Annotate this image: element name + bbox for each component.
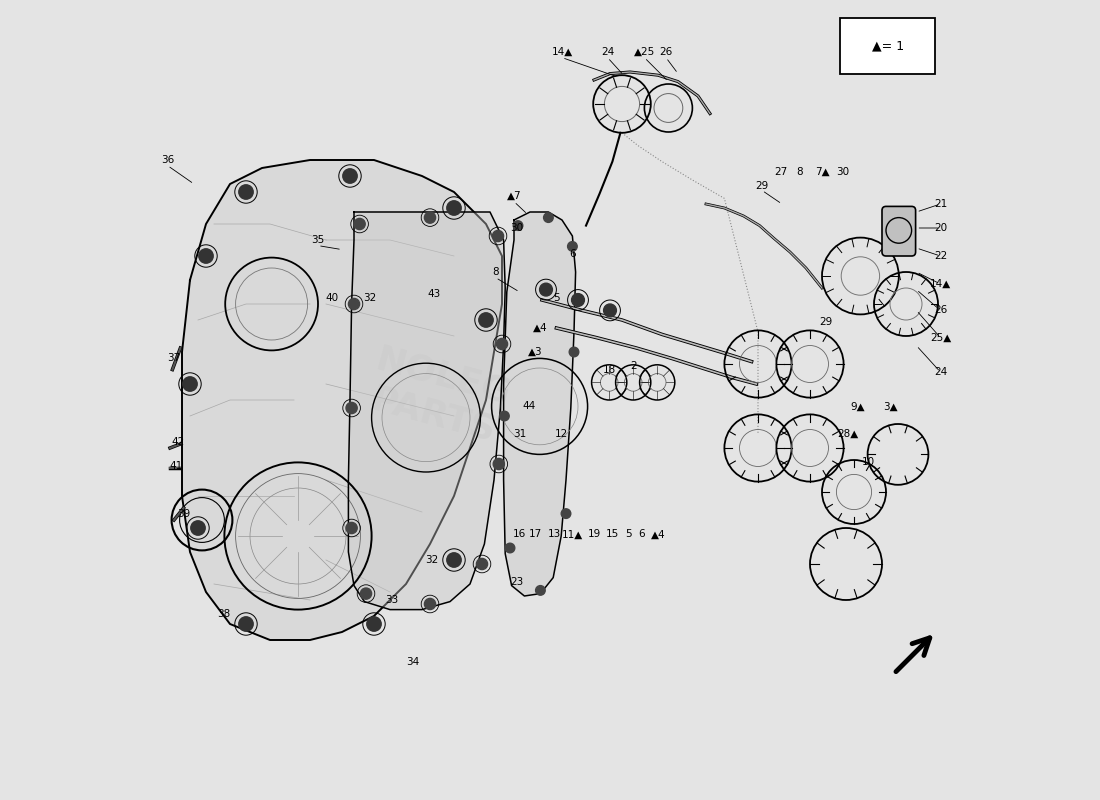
Circle shape <box>536 586 546 595</box>
Text: 32: 32 <box>363 293 376 302</box>
Text: 37: 37 <box>167 354 180 363</box>
Text: 31: 31 <box>513 429 526 438</box>
Text: 10: 10 <box>861 458 875 467</box>
Text: 33: 33 <box>385 595 398 605</box>
Text: 35: 35 <box>311 235 324 245</box>
Circle shape <box>199 249 213 263</box>
Circle shape <box>568 242 578 251</box>
Text: 9▲: 9▲ <box>850 402 866 411</box>
Circle shape <box>476 558 487 570</box>
Circle shape <box>190 521 206 535</box>
Text: 5: 5 <box>553 293 560 302</box>
Text: 19: 19 <box>587 530 601 539</box>
Circle shape <box>572 294 584 306</box>
Text: 21: 21 <box>934 199 947 209</box>
Circle shape <box>499 411 509 421</box>
Circle shape <box>569 347 579 357</box>
Circle shape <box>496 338 507 350</box>
Text: 36: 36 <box>161 155 174 165</box>
Text: 15: 15 <box>606 530 619 539</box>
Text: 30: 30 <box>509 223 522 233</box>
Circle shape <box>346 522 358 534</box>
Text: 40: 40 <box>326 293 339 302</box>
Text: 25▲: 25▲ <box>930 333 952 342</box>
Text: 22: 22 <box>934 251 947 261</box>
Text: 39: 39 <box>177 509 190 518</box>
Circle shape <box>346 402 358 414</box>
Text: 41: 41 <box>169 461 183 470</box>
Text: 27: 27 <box>773 167 786 177</box>
Text: 6: 6 <box>569 250 575 259</box>
Text: 32: 32 <box>425 555 438 565</box>
Text: 29: 29 <box>820 317 833 326</box>
Text: 18: 18 <box>603 365 616 374</box>
Text: 16: 16 <box>513 530 526 539</box>
Circle shape <box>239 185 253 199</box>
Text: 38: 38 <box>217 610 230 619</box>
Text: 6: 6 <box>639 530 646 539</box>
Circle shape <box>425 598 436 610</box>
Text: 2: 2 <box>630 362 637 371</box>
Circle shape <box>425 212 436 223</box>
Text: 29: 29 <box>756 181 769 190</box>
Text: ▲4: ▲4 <box>534 323 548 333</box>
Text: 20: 20 <box>934 223 947 233</box>
Circle shape <box>514 221 522 230</box>
Circle shape <box>447 553 461 567</box>
Text: 26: 26 <box>934 306 947 315</box>
Circle shape <box>447 201 461 215</box>
Circle shape <box>493 230 504 242</box>
Polygon shape <box>504 212 575 596</box>
Text: 44: 44 <box>522 402 536 411</box>
Circle shape <box>478 313 493 327</box>
Circle shape <box>349 298 360 310</box>
FancyBboxPatch shape <box>882 206 915 256</box>
Text: 12: 12 <box>554 429 568 438</box>
Text: ▲25: ▲25 <box>634 47 654 57</box>
Text: 23: 23 <box>509 578 522 587</box>
Text: 8: 8 <box>796 167 803 177</box>
Text: 14▲: 14▲ <box>551 47 573 57</box>
Text: 14▲: 14▲ <box>930 279 952 289</box>
Text: 24: 24 <box>601 47 614 57</box>
Circle shape <box>183 377 197 391</box>
Polygon shape <box>349 212 505 610</box>
Text: 11▲: 11▲ <box>562 530 583 539</box>
Circle shape <box>505 543 515 553</box>
Text: 43: 43 <box>428 290 441 299</box>
Text: 8: 8 <box>493 267 499 277</box>
Circle shape <box>343 169 358 183</box>
Circle shape <box>239 617 253 631</box>
Text: 28▲: 28▲ <box>837 429 858 438</box>
Text: 5: 5 <box>625 530 631 539</box>
Polygon shape <box>182 160 502 640</box>
Text: NOLEG
PARTS: NOLEG PARTS <box>362 342 515 450</box>
Circle shape <box>540 283 552 296</box>
Text: ▲3: ▲3 <box>528 347 543 357</box>
Text: 30: 30 <box>836 167 849 177</box>
Circle shape <box>543 213 553 222</box>
Text: 17: 17 <box>529 530 542 539</box>
Circle shape <box>354 218 365 230</box>
Text: 34: 34 <box>406 658 419 667</box>
Text: ▲= 1: ▲= 1 <box>871 40 904 53</box>
Text: 7▲: 7▲ <box>815 167 829 177</box>
Text: ▲4: ▲4 <box>651 530 666 539</box>
Text: 13: 13 <box>548 530 561 539</box>
Circle shape <box>366 617 382 631</box>
Circle shape <box>361 588 372 599</box>
Circle shape <box>604 304 616 317</box>
Text: ▲7: ▲7 <box>507 191 521 201</box>
Text: 42: 42 <box>172 437 185 446</box>
Circle shape <box>561 509 571 518</box>
Text: 3▲: 3▲ <box>882 402 898 411</box>
Text: 24: 24 <box>934 367 947 377</box>
Circle shape <box>493 458 505 470</box>
FancyBboxPatch shape <box>840 18 935 74</box>
Text: 26: 26 <box>659 47 672 57</box>
